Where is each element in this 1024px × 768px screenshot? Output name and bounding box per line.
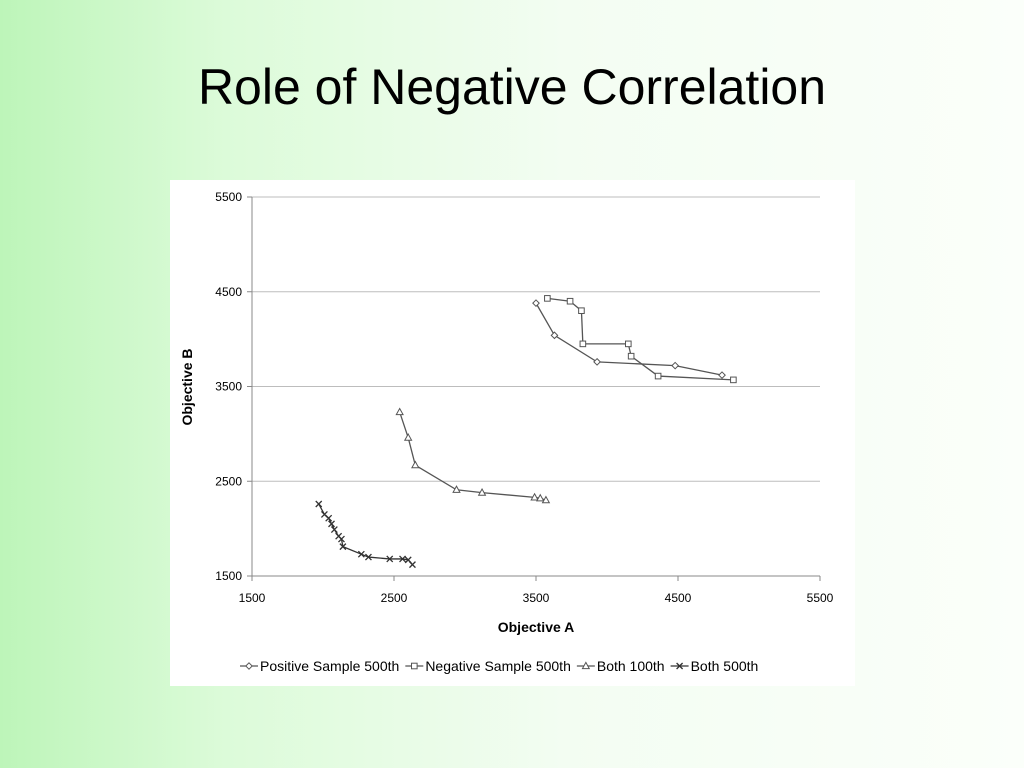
series-line — [399, 411, 547, 501]
x-tick-labels: 1500 2500 3500 4500 5500 — [239, 591, 834, 605]
legend: Positive Sample 500th Negative Sample 500… — [240, 658, 758, 674]
triangle-marker — [541, 495, 551, 504]
x-marker — [364, 553, 372, 561]
diamond-marker — [550, 331, 559, 340]
y-axis-label: Objective B — [179, 348, 195, 425]
x-marker-stroke — [338, 535, 345, 543]
x-marker-stroke — [409, 561, 416, 569]
x-marker-stroke — [339, 543, 347, 551]
square-marker — [578, 307, 585, 315]
y-tick-label: 2500 — [215, 474, 242, 488]
x-marker-stroke — [330, 526, 338, 534]
x-marker — [338, 535, 345, 543]
x-marker — [357, 550, 365, 558]
x-marker — [330, 526, 338, 534]
x-tick-label: 2500 — [381, 591, 408, 605]
y-tick-label: 1500 — [215, 569, 242, 583]
diamond-marker — [532, 299, 540, 308]
square-marker — [654, 372, 662, 380]
square-marker — [627, 352, 635, 360]
legend-item: Both 500th — [670, 658, 759, 674]
scatter-line-chart: 1500 2500 3500 4500 5500 1500 2500 3500 4500 550… — [179, 190, 834, 674]
square-marker — [730, 376, 737, 384]
legend-label: Positive Sample 500th — [260, 658, 399, 674]
legend-label: Both 100th — [597, 658, 665, 674]
x-tick-label: 4500 — [665, 591, 692, 605]
y-tick-label: 4500 — [215, 285, 242, 299]
square-marker — [411, 662, 418, 670]
square-marker — [544, 295, 551, 302]
x-tick-label: 5500 — [807, 591, 834, 605]
x-marker-stroke — [325, 514, 333, 522]
y-tick-label: 3500 — [215, 380, 242, 394]
triangle-marker — [536, 493, 545, 502]
x-marker — [676, 662, 684, 670]
series-1 — [532, 299, 726, 380]
x-marker — [386, 555, 394, 563]
diamond-marker — [245, 662, 253, 670]
x-marker — [328, 520, 335, 528]
x-marker — [339, 543, 347, 551]
x-marker-stroke — [328, 520, 335, 528]
diamond-marker — [718, 371, 726, 380]
series-4 — [315, 500, 416, 569]
x-marker — [315, 500, 323, 508]
square-marker — [579, 340, 587, 348]
square-marker — [566, 297, 574, 305]
x-marker-stroke — [357, 550, 365, 558]
x-tick-label: 3500 — [523, 591, 550, 605]
x-marker — [409, 561, 416, 569]
legend-item: Negative Sample 500th — [405, 658, 571, 674]
triangle-marker — [452, 485, 461, 493]
triangle-marker — [403, 433, 413, 441]
triangle-marker — [411, 460, 420, 469]
x-marker-stroke — [399, 555, 406, 563]
series-3 — [395, 407, 551, 504]
legend-label: Negative Sample 500th — [425, 658, 571, 674]
square-marker — [625, 340, 632, 348]
x-marker-stroke — [364, 553, 372, 561]
x-marker-stroke — [676, 662, 684, 670]
x-marker — [399, 555, 406, 563]
x-tick-label: 1500 — [239, 591, 266, 605]
y-tick-label: 5500 — [215, 190, 242, 204]
x-marker-stroke — [404, 556, 412, 564]
diamond-marker — [593, 357, 601, 366]
series-group — [315, 295, 737, 569]
legend-item: Both 100th — [576, 658, 665, 674]
x-marker-stroke — [386, 555, 394, 563]
diamond-marker — [671, 361, 680, 370]
series-line — [547, 297, 734, 381]
grid-lines — [252, 196, 820, 482]
triangle-marker — [530, 492, 539, 501]
x-marker-stroke — [315, 500, 323, 508]
triangle-marker — [477, 487, 487, 496]
series-line — [318, 503, 413, 566]
legend-item: Positive Sample 500th — [240, 658, 399, 674]
series-2 — [544, 295, 737, 384]
series-line — [535, 302, 723, 376]
axes — [247, 196, 821, 581]
triangle-marker — [581, 661, 591, 670]
x-marker — [325, 514, 333, 522]
x-axis-label: Objective A — [498, 619, 575, 635]
y-tick-labels: 1500 2500 3500 4500 5500 — [215, 190, 242, 583]
slide-title: Role of Negative Correlation — [197, 59, 827, 115]
chart-panel: 1500 2500 3500 4500 5500 1500 2500 3500 4500 550… — [170, 180, 855, 686]
x-marker-stroke — [320, 510, 328, 518]
legend-label: Both 500th — [691, 658, 759, 674]
triangle-marker — [395, 407, 404, 416]
